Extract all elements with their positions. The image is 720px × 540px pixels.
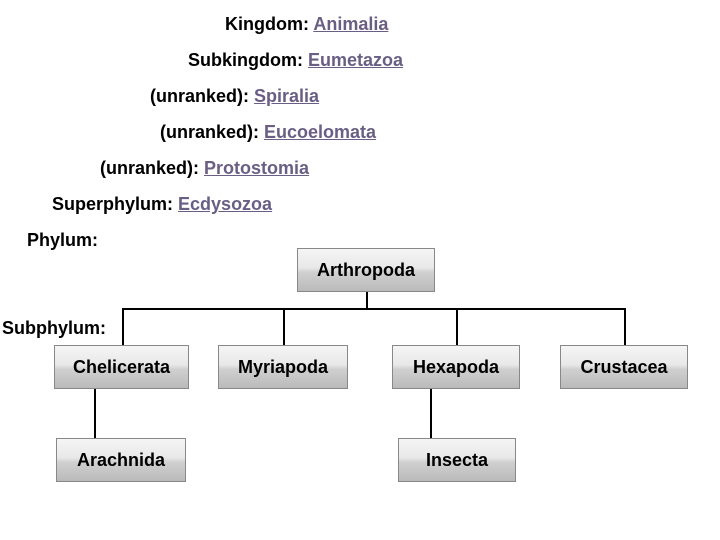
edge — [366, 292, 368, 308]
edge — [283, 308, 285, 345]
node-arachnida: Arachnida — [56, 438, 186, 482]
rank-unranked-spiralia: (unranked): Spiralia — [150, 86, 319, 107]
edge — [624, 308, 626, 345]
rank-unranked-protostomia: (unranked): Protostomia — [100, 158, 309, 179]
rank-subkingdom: Subkingdom: Eumetazoa — [188, 50, 403, 71]
rank-value: Ecdysozoa — [178, 194, 272, 214]
rank-kingdom: Kingdom: Animalia — [225, 14, 388, 35]
node-myriapoda: Myriapoda — [218, 345, 348, 389]
edge — [94, 389, 96, 438]
rank-label: Subkingdom: — [188, 50, 303, 70]
phylum-label: Phylum: — [27, 230, 98, 251]
node-label: Arachnida — [77, 450, 165, 471]
node-arthropoda: Arthropoda — [297, 248, 435, 292]
node-label: Crustacea — [580, 357, 667, 378]
node-insecta: Insecta — [398, 438, 516, 482]
node-crustacea: Crustacea — [560, 345, 688, 389]
rank-label: Superphylum: — [52, 194, 173, 214]
rank-value: Animalia — [313, 14, 388, 34]
rank-label: (unranked): — [160, 122, 259, 142]
node-chelicerata: Chelicerata — [54, 345, 189, 389]
rank-label: (unranked): — [100, 158, 199, 178]
rank-value: Protostomia — [204, 158, 309, 178]
subphylum-label: Subphylum: — [2, 318, 106, 339]
rank-value: Eumetazoa — [308, 50, 403, 70]
node-label: Insecta — [426, 450, 488, 471]
node-label: Myriapoda — [238, 357, 328, 378]
rank-label: Kingdom: — [225, 14, 309, 34]
phylum-text: Phylum: — [27, 230, 98, 250]
subphylum-text: Subphylum: — [2, 318, 106, 338]
rank-value: Eucoelomata — [264, 122, 376, 142]
node-label: Chelicerata — [73, 357, 170, 378]
node-label: Hexapoda — [413, 357, 499, 378]
node-label: Arthropoda — [317, 260, 415, 281]
edge — [456, 308, 458, 345]
edge — [122, 308, 626, 310]
rank-value: Spiralia — [254, 86, 319, 106]
rank-unranked-eucoelomata: (unranked): Eucoelomata — [160, 122, 376, 143]
edge — [430, 389, 432, 438]
rank-superphylum: Superphylum: Ecdysozoa — [52, 194, 272, 215]
edge — [122, 308, 124, 345]
node-hexapoda: Hexapoda — [392, 345, 520, 389]
rank-label: (unranked): — [150, 86, 249, 106]
